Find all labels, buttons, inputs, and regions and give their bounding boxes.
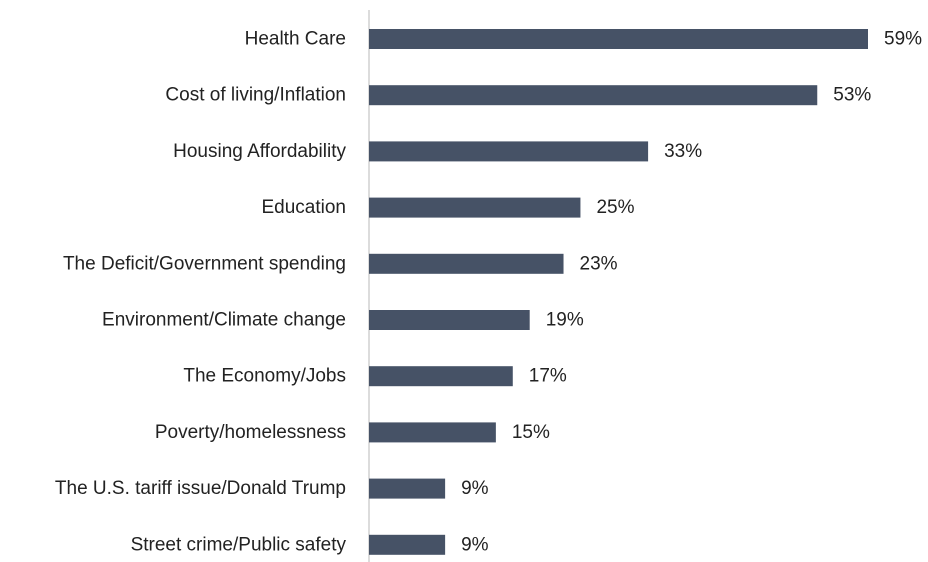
bar — [369, 197, 581, 218]
value-label: 9% — [461, 478, 489, 499]
category-label: Street crime/Public safety — [131, 534, 347, 555]
value-label: 25% — [596, 197, 634, 218]
category-label: Poverty/homelessness — [155, 422, 346, 443]
category-label: The Deficit/Government spending — [63, 253, 346, 274]
value-label: 53% — [833, 85, 871, 106]
category-label: The Economy/Jobs — [183, 366, 346, 387]
bars-group: Health Care 59% Cost of living/Inflation 53… — [55, 29, 922, 556]
bar — [369, 29, 868, 49]
bar — [369, 253, 564, 274]
bar — [369, 534, 446, 555]
category-label: Cost of living/Inflation — [165, 85, 346, 106]
value-label: 17% — [529, 366, 567, 387]
bar — [369, 85, 818, 106]
value-label: 19% — [546, 310, 584, 331]
value-label: 23% — [580, 253, 618, 274]
bar — [369, 422, 496, 443]
value-label: 9% — [461, 534, 489, 555]
bar — [369, 310, 530, 330]
bar — [369, 141, 649, 162]
value-label: 15% — [512, 422, 550, 443]
category-label: Health Care — [245, 29, 346, 50]
category-label: Education — [261, 197, 346, 218]
category-label: Housing Affordability — [173, 141, 346, 162]
bar — [369, 366, 513, 387]
category-label: The U.S. tariff issue/Donald Trump — [55, 478, 346, 499]
bar — [369, 478, 446, 499]
category-label: Environment/Climate change — [102, 310, 346, 331]
value-label: 33% — [664, 141, 702, 162]
value-label: 59% — [884, 29, 922, 50]
